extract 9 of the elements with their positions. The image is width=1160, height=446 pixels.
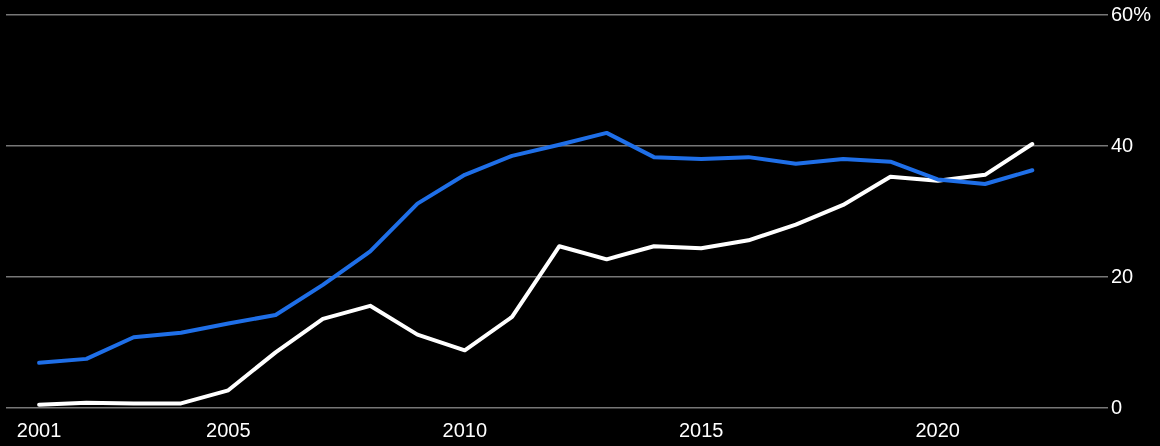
x-tick-label: 2010 <box>442 418 488 441</box>
y-tick-label: 0 <box>1110 395 1123 418</box>
y-tick-label: 20 <box>1110 264 1134 287</box>
x-tick-label: 2015 <box>678 418 724 441</box>
x-tick-label: 2005 <box>206 418 251 441</box>
x-tick-label: 2001 <box>16 418 62 441</box>
y-tick-label: 60% <box>1110 2 1152 25</box>
x-tick-label: 2020 <box>915 418 960 441</box>
y-tick-label: 40 <box>1110 133 1134 156</box>
